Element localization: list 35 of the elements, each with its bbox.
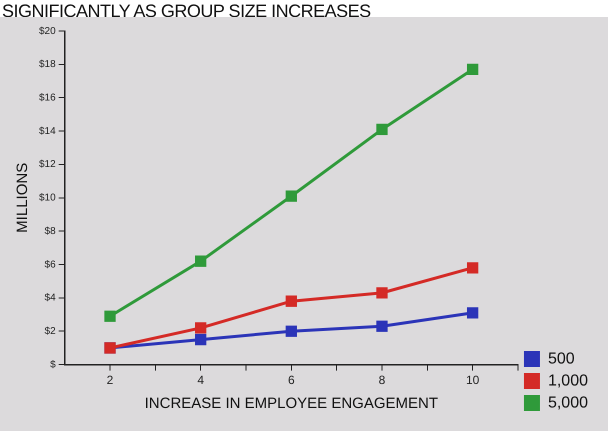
legend-label: 1,000 xyxy=(548,372,588,390)
point xyxy=(286,326,297,337)
y-axis-title: MILLIONS xyxy=(14,162,32,233)
point xyxy=(466,262,478,274)
y-tick-label: $2 xyxy=(44,326,56,337)
legend-label: 5,000 xyxy=(548,394,588,412)
x-tick-label: 2 xyxy=(106,373,114,388)
point xyxy=(286,190,297,202)
x-tick-label: 4 xyxy=(197,373,204,388)
chart-title: SIGNIFICANTLY AS GROUP SIZE INCREASES xyxy=(2,1,371,22)
point xyxy=(286,296,297,307)
x-tick-label: 6 xyxy=(288,373,295,388)
point xyxy=(376,320,388,332)
y-tick-label: $ xyxy=(50,359,56,370)
y-tick-label: $12 xyxy=(38,159,56,170)
y-tick-label: $18 xyxy=(38,59,56,70)
legend-label: 500 xyxy=(548,350,575,368)
x-tick-label: 10 xyxy=(466,373,480,388)
point xyxy=(195,334,206,346)
point xyxy=(195,256,206,267)
y-tick-label: $14 xyxy=(38,126,56,137)
point xyxy=(104,310,116,322)
y-tick-label: $10 xyxy=(38,192,56,204)
x-tick-label: 8 xyxy=(378,373,386,388)
y-tick-label: $4 xyxy=(44,292,56,304)
point xyxy=(376,287,388,299)
point xyxy=(195,322,206,334)
point xyxy=(466,307,478,319)
x-axis-title: INCREASE IN EMPLOYEE ENGAGEMENT xyxy=(144,395,438,412)
y-tick-label: $6 xyxy=(44,259,56,270)
y-tick-label: $16 xyxy=(38,92,56,104)
point xyxy=(466,64,478,76)
point xyxy=(376,124,388,136)
y-tick-label: $8 xyxy=(44,226,56,237)
y-tick-label: $20 xyxy=(38,26,56,37)
